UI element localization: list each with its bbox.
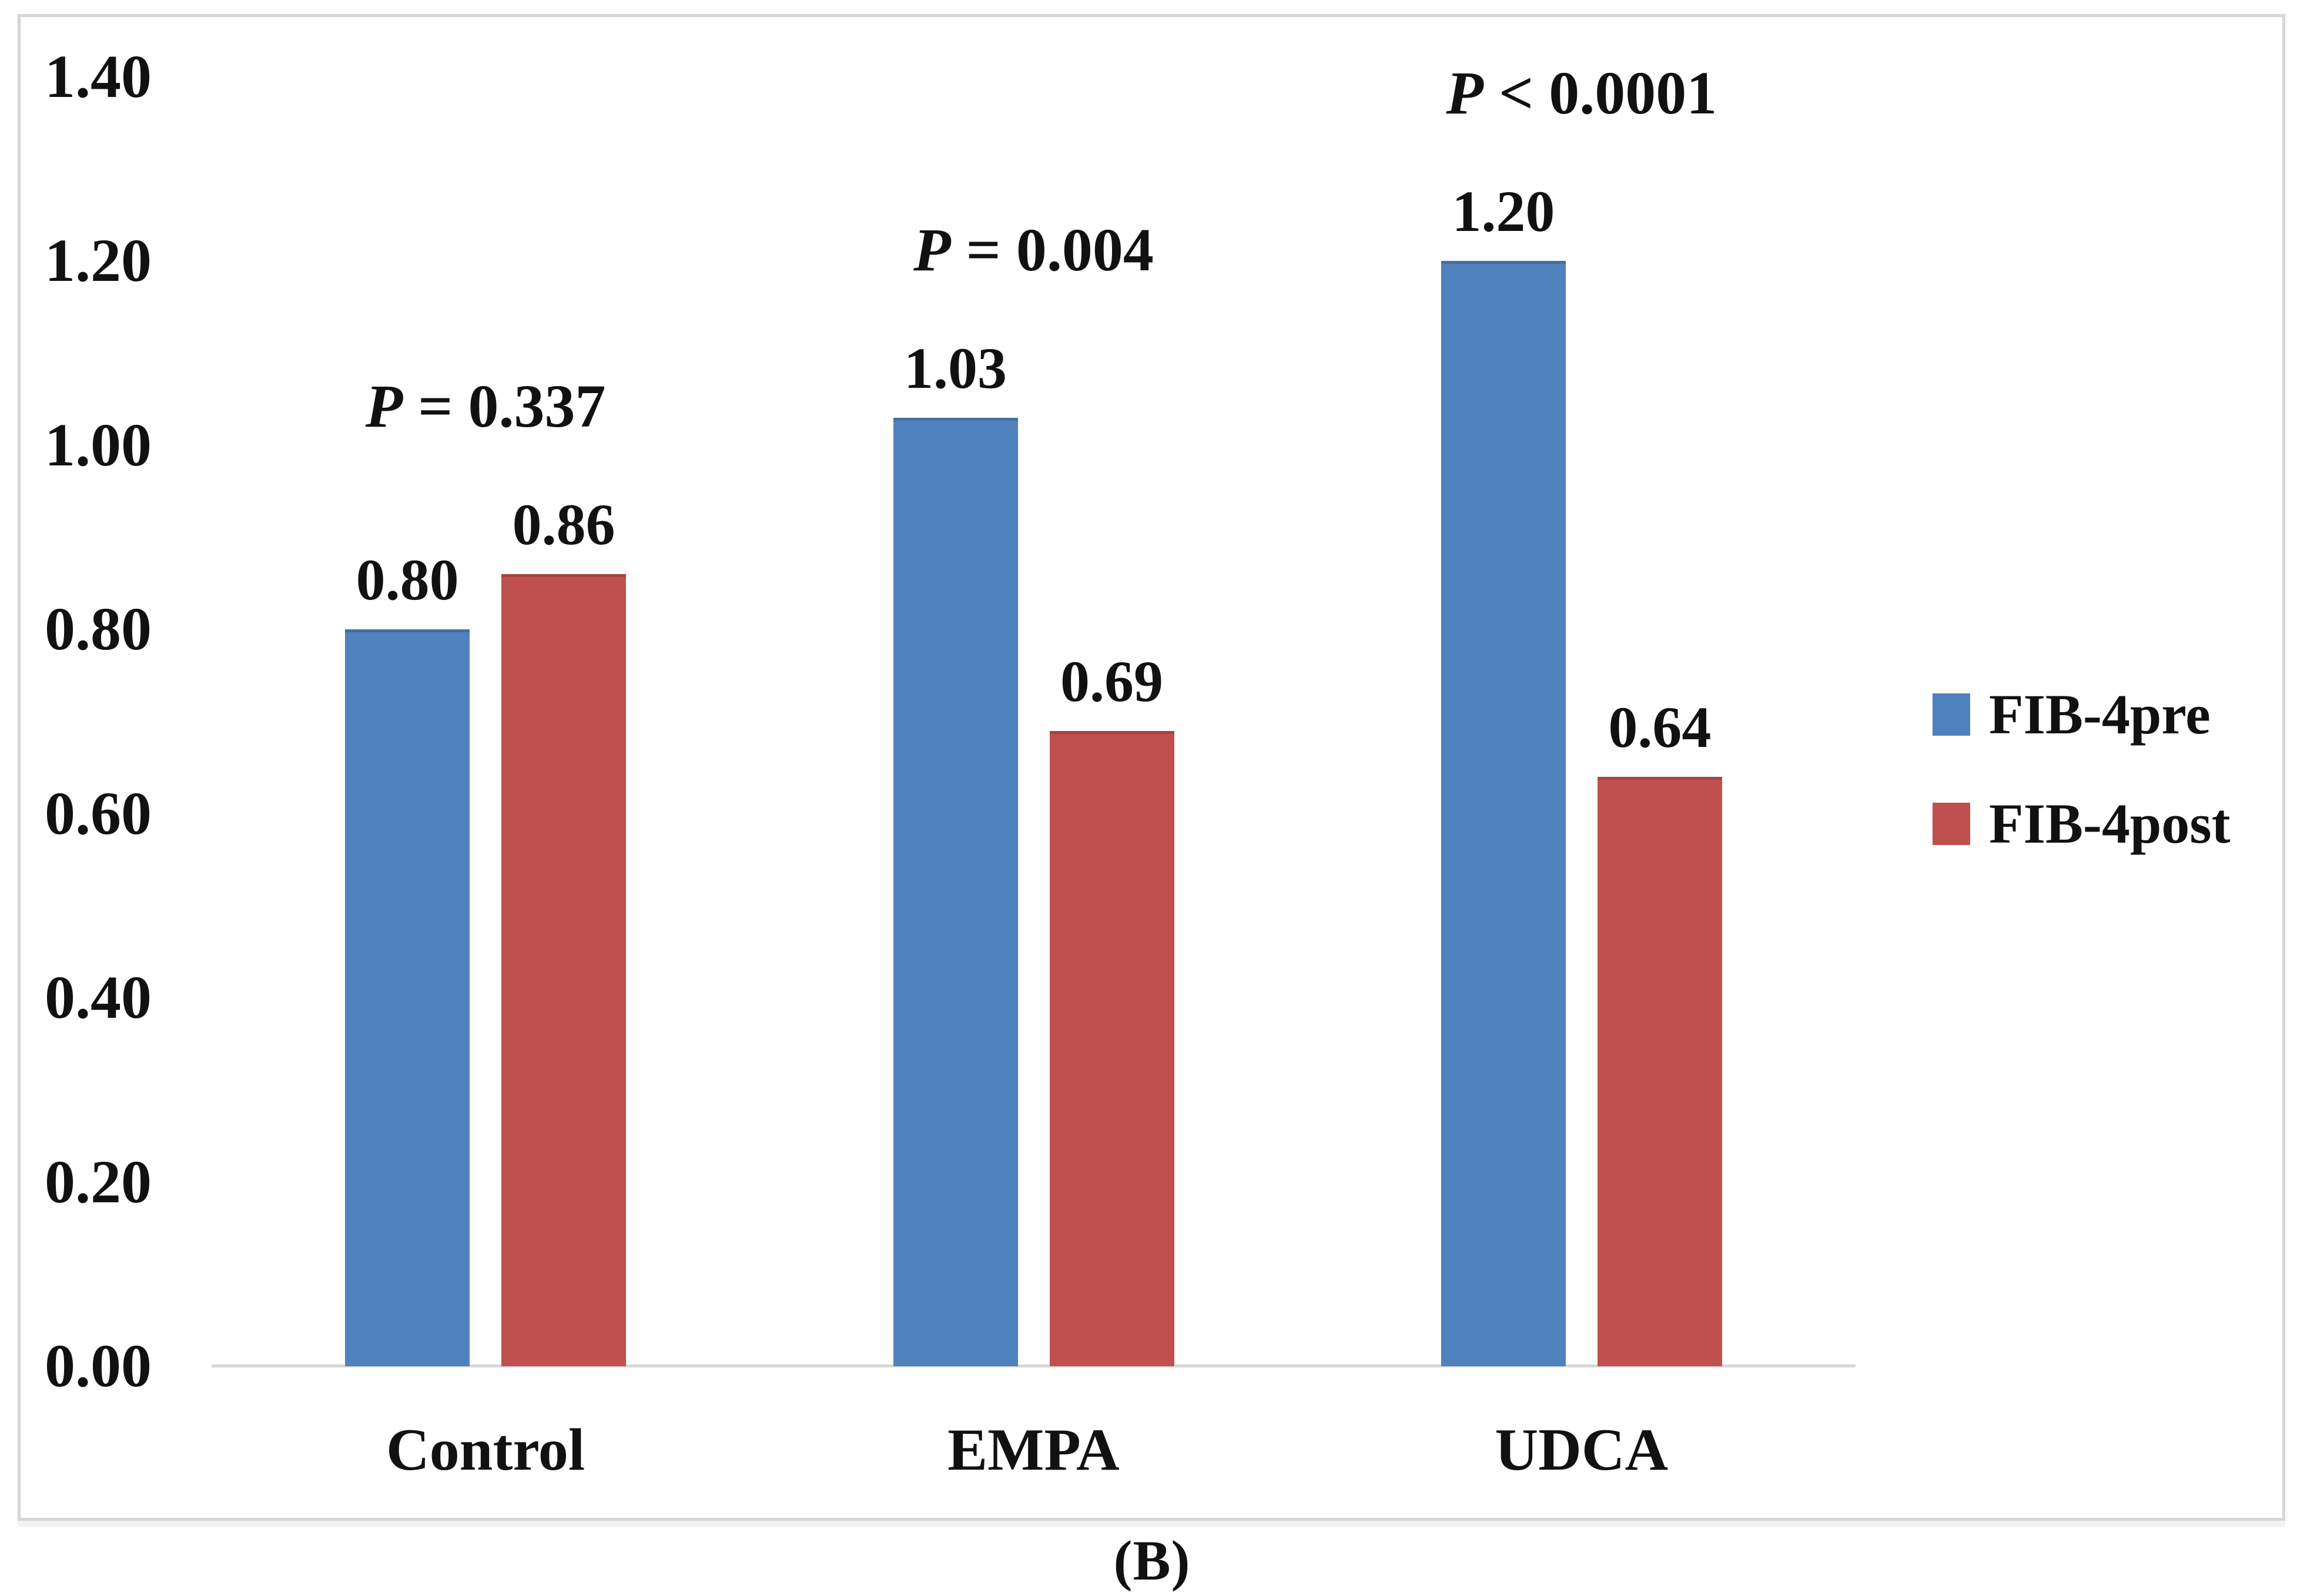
- bar-value-label-fib-4post-udca: 0.64: [1608, 695, 1712, 760]
- bar-value-label-fib-4pre-udca: 1.20: [1452, 179, 1555, 244]
- bar-fib-4post-empa: [1049, 730, 1174, 1366]
- p-symbol: P: [365, 373, 403, 441]
- y-axis-tick-label-1.00: 1.00: [45, 411, 152, 479]
- category-label-control: Control: [386, 1417, 585, 1483]
- bar-fib-4post-control: [501, 574, 627, 1366]
- p-value-text: = 0.337: [403, 373, 606, 441]
- category-label-empa: EMPA: [947, 1417, 1120, 1483]
- y-axis-tick-label-1.20: 1.20: [45, 227, 152, 295]
- bar-fib-4post-udca: [1597, 777, 1722, 1366]
- bar-value-label-fib-4post-control: 0.86: [512, 492, 615, 558]
- bar-value-label-fib-4pre-control: 0.80: [356, 547, 459, 613]
- p-symbol: P: [1446, 59, 1483, 128]
- bar-fib-4pre-udca: [1441, 261, 1566, 1366]
- y-axis-tick-label-0.40: 0.40: [45, 964, 152, 1032]
- y-axis-tick-label-0.60: 0.60: [45, 779, 152, 847]
- y-axis-tick-label-0.20: 0.20: [45, 1148, 152, 1216]
- legend-swatch-fib-4pre: [1933, 693, 1970, 736]
- p-value-label-control: P = 0.337: [221, 368, 750, 445]
- y-axis-tick-label-1.40: 1.40: [45, 43, 152, 110]
- legend-swatch-fib-4post: [1933, 803, 1970, 845]
- p-value-label-empa: P = 0.004: [769, 212, 1298, 289]
- category-label-udca: UDCA: [1495, 1417, 1669, 1483]
- bar-fib-4pre-control: [345, 629, 470, 1366]
- p-value-text: = 0.004: [950, 216, 1154, 284]
- y-axis-tick-label-0.80: 0.80: [45, 595, 152, 663]
- y-axis-tick-label-0.00: 0.00: [45, 1332, 152, 1400]
- legend-label-fib-4post: FIB-4post: [1989, 792, 2231, 855]
- figure-caption: (B): [1113, 1529, 1191, 1592]
- bar-fib-4pre-empa: [893, 417, 1018, 1366]
- legend-label-fib-4pre: FIB-4pre: [1989, 683, 2211, 746]
- bar-value-label-fib-4pre-empa: 1.03: [904, 335, 1007, 401]
- p-value-label-udca: P < 0.0001: [1317, 55, 1846, 132]
- bar-value-label-fib-4post-empa: 0.69: [1060, 648, 1163, 714]
- p-value-text: < 0.0001: [1483, 59, 1717, 128]
- x-axis-line: [212, 1364, 1856, 1367]
- p-symbol: P: [913, 216, 951, 284]
